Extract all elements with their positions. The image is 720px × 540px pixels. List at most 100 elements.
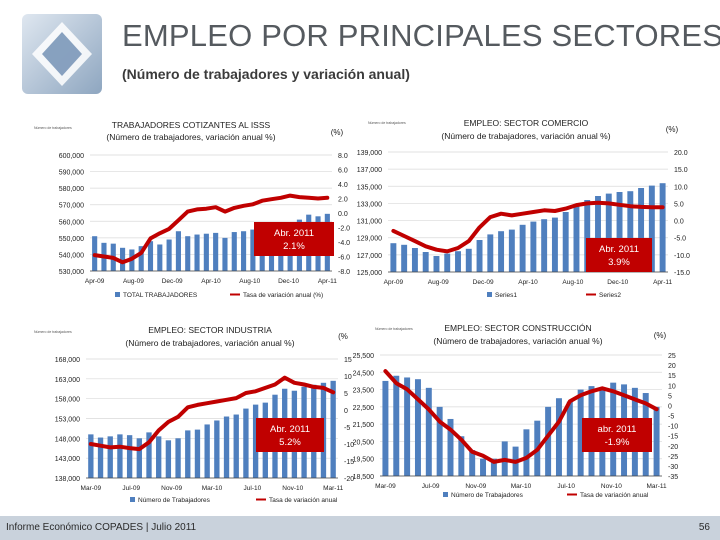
chart4-right-tick: 15 xyxy=(668,373,676,380)
chart2-subtitle: (Número de trabajadores, variación anual… xyxy=(441,131,610,141)
page-number: 56 xyxy=(698,522,710,533)
chart3-bar xyxy=(126,435,133,478)
chart1-bar xyxy=(175,231,181,271)
chart4-left-tick: 21,500 xyxy=(353,422,375,429)
chart4-left-tick: 18,500 xyxy=(353,474,375,481)
chart4-bar xyxy=(523,429,530,476)
chart1-bar xyxy=(101,242,107,271)
chart2-bar xyxy=(401,244,408,272)
chart4-right-tick: 25 xyxy=(668,353,676,360)
chart1-right-tick: -8.0 xyxy=(338,269,350,276)
chart1-bar xyxy=(222,237,228,271)
chart4-bar xyxy=(447,418,454,476)
chart1-legend-bar-label: TOTAL TRABAJADORES xyxy=(123,292,198,299)
chart3-right-unit: (% xyxy=(338,332,348,341)
chart4-bar xyxy=(404,377,411,476)
chart3-bar xyxy=(282,388,288,478)
chart2-bar xyxy=(541,219,548,272)
chart3-bar xyxy=(107,436,113,478)
chart3-right-tick: -5 xyxy=(344,425,350,432)
chart4-left-tick: 22,500 xyxy=(353,405,375,412)
chart2-bar xyxy=(422,252,429,272)
chart3-left-tick: 153,000 xyxy=(55,417,80,424)
chart2-left-tick: 125,000 xyxy=(357,270,382,277)
chart3-x-tick: Mar-10 xyxy=(202,485,223,492)
chart1-small-label: Número de trabajadores xyxy=(34,126,72,130)
chart3-left-tick: 168,000 xyxy=(55,357,80,364)
chart2-bar xyxy=(584,200,591,272)
chart2-right-unit: (%) xyxy=(666,125,679,134)
chart4-bar xyxy=(566,401,573,476)
chart3-bar xyxy=(330,380,336,478)
chart4-bar xyxy=(490,458,497,476)
chart4-bar xyxy=(610,382,617,476)
chart3-x-tick: Jul-09 xyxy=(122,485,140,492)
chart3-title: EMPLEO: SECTOR INDUSTRIA xyxy=(148,325,272,335)
chart2-right-tick: -5.0 xyxy=(674,236,686,243)
chart3-bar xyxy=(185,430,191,478)
chart1-left-tick: 550,000 xyxy=(59,236,84,243)
chart4-x-tick: Jul-10 xyxy=(557,483,575,490)
chart2-bar xyxy=(595,196,601,272)
chart3-bar xyxy=(165,440,172,478)
chart3-bar xyxy=(301,386,307,478)
chart4-left-tick: 24,500 xyxy=(353,370,375,377)
chart1-bar xyxy=(306,214,312,271)
chart3-bar xyxy=(146,432,152,478)
chart2-bar xyxy=(390,243,397,272)
chart3-left-tick: 148,000 xyxy=(55,436,80,443)
chart3-right-tick: 5 xyxy=(344,391,348,398)
chart3-x-tick: Mar-11 xyxy=(323,485,343,492)
chart4-bar xyxy=(393,375,400,476)
chart1-annotation-date: Abr. 2011 xyxy=(274,228,314,239)
footer-bar: Informe Económico COPADES | Julio 2011 5… xyxy=(0,516,720,540)
chart1-title: TRABAJADORES COTIZANTES AL ISSS xyxy=(112,120,271,130)
chart4-right-tick: 0 xyxy=(668,403,672,410)
chart4-bar xyxy=(653,406,660,476)
chart4-annotation-date: abr. 2011 xyxy=(598,424,637,435)
chart2-bar xyxy=(638,188,645,272)
chart2-variation-line xyxy=(391,200,665,254)
chart4-right-tick: -5 xyxy=(668,414,674,421)
chart1-bar xyxy=(185,236,191,271)
chart1-bar xyxy=(259,226,265,271)
chart4-subtitle: (Número de trabajadores, variación anual… xyxy=(433,336,602,346)
chart2-bar xyxy=(616,192,623,272)
page-title: EMPLEO POR PRINCIPALES SECTORES xyxy=(122,18,720,53)
chart1-right-tick: 2.0 xyxy=(338,197,348,204)
chart4-right-tick: -25 xyxy=(668,454,678,461)
chart2-x-tick: Aug-09 xyxy=(428,279,449,286)
chart3-x-tick: Nov-10 xyxy=(282,485,303,492)
chart1-x-tick: Apr-09 xyxy=(85,278,105,285)
chart3-annotation-value: 5.2% xyxy=(279,437,301,448)
chart4-variation-line xyxy=(383,369,659,464)
chart1-bar xyxy=(324,213,330,271)
chart2-title: EMPLEO: SECTOR COMERCIO xyxy=(464,118,589,128)
chart3-x-tick: Jul-10 xyxy=(244,485,262,492)
chart4-x-tick: Mar-09 xyxy=(375,483,396,490)
chart1-annotation-box xyxy=(254,222,334,256)
chart3-legend-bar-label: Número de Trabajadores xyxy=(138,497,211,504)
chart4-bar xyxy=(534,420,541,476)
chart4-bar xyxy=(631,387,638,476)
chart4-bar xyxy=(642,393,649,476)
chart3-left-tick: 143,000 xyxy=(55,456,80,463)
chart1-subtitle: (Número de trabajadores, variación anual… xyxy=(106,132,275,142)
chart3-bar xyxy=(320,382,327,478)
chart3-bar xyxy=(252,404,259,478)
copades-logo xyxy=(20,12,104,96)
chart4-right-tick: -15 xyxy=(668,434,678,441)
chart1-variation-line xyxy=(92,193,330,265)
chart1-bar xyxy=(213,232,219,271)
chart4-bar xyxy=(577,389,584,476)
chart4-title: EMPLEO: SECTOR CONSTRUCCIÓN xyxy=(444,323,591,333)
chart1-bar xyxy=(166,239,172,271)
chart2-right-tick: 5.0 xyxy=(674,201,684,208)
chart1-annotation-value: 2.1% xyxy=(283,241,305,252)
chart4-bar xyxy=(414,379,421,476)
chart1-bar xyxy=(278,222,284,271)
chart3-bar xyxy=(233,414,239,478)
chart1-x-tick: Aug-10 xyxy=(239,278,260,285)
chart2-bar xyxy=(455,251,461,272)
chart2-bar xyxy=(476,240,483,272)
